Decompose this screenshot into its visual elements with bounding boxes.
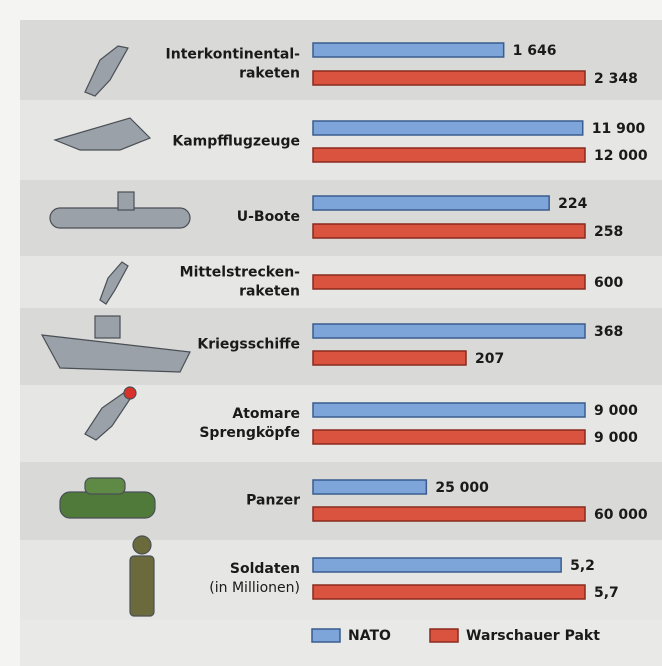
value-label: 600: [594, 275, 623, 291]
category-label: Kriegsschiffe: [197, 337, 300, 353]
icon-tank: [59, 491, 156, 519]
bar: [312, 557, 562, 573]
bar: [312, 350, 467, 366]
legend-swatch: [429, 628, 459, 643]
icon-warhead-tip: [123, 386, 137, 400]
icon-tank-turret: [84, 477, 126, 495]
value-label: 9 000: [594, 430, 638, 446]
category-label: Panzer: [246, 493, 300, 509]
icon-ship: [40, 334, 191, 373]
legend-band: [20, 620, 662, 666]
icon-soldier-body: [129, 555, 155, 617]
bar: [312, 479, 428, 495]
row-band: [20, 20, 662, 100]
category-label: Sprengköpfe: [199, 425, 300, 441]
value-label: 5,7: [594, 585, 619, 601]
value-label: 224: [558, 196, 587, 212]
bar: [312, 506, 586, 522]
icon-soldier-head: [132, 535, 152, 555]
category-label: Interkontinental-: [166, 47, 301, 63]
bar: [312, 42, 505, 58]
category-label: raketen: [239, 66, 300, 82]
value-label: 5,2: [570, 558, 595, 574]
category-label: (in Millionen): [209, 580, 300, 596]
category-label: Soldaten: [230, 561, 300, 577]
value-label: 207: [475, 351, 504, 367]
value-label: 1 646: [513, 43, 557, 59]
plot: Interkontinental-raketen 1 646 2 348 Kampff…: [166, 42, 648, 644]
bar: [312, 429, 586, 445]
icons: [40, 45, 191, 617]
legend-label: Warschauer Pakt: [466, 628, 600, 644]
row-band: [20, 540, 662, 620]
bar: [312, 274, 586, 290]
row-band: [20, 385, 662, 462]
value-label: 258: [594, 224, 623, 240]
value-label: 12 000: [594, 148, 648, 164]
bar: [312, 147, 586, 163]
category-label: Kampfflugzeuge: [172, 134, 300, 150]
icon-submarine: [49, 207, 191, 229]
bar: [312, 584, 586, 600]
icon-submarine-tower: [117, 191, 135, 211]
bar: [312, 195, 550, 211]
icon-rocket: [99, 261, 129, 305]
bar: [312, 323, 586, 339]
category-label: Mittelstrecken-: [180, 265, 301, 281]
category-label: raketen: [239, 284, 300, 300]
value-label: 25 000: [435, 480, 489, 496]
icon-jet: [53, 117, 152, 151]
legend-swatch: [311, 628, 341, 643]
bar: [312, 223, 586, 239]
value-label: 11 900: [592, 121, 646, 137]
value-label: 60 000: [594, 507, 648, 523]
value-label: 9 000: [594, 403, 638, 419]
category-label: Atomare: [232, 406, 300, 422]
bar: [312, 120, 584, 136]
icon-missile: [84, 45, 129, 97]
value-label: 368: [594, 324, 623, 340]
category-label: U-Boote: [237, 209, 300, 225]
bar: [312, 70, 586, 86]
bar: [312, 402, 586, 418]
icon-ship-tower: [94, 315, 121, 339]
value-label: 2 348: [594, 71, 638, 87]
legend-label: NATO: [348, 628, 391, 644]
